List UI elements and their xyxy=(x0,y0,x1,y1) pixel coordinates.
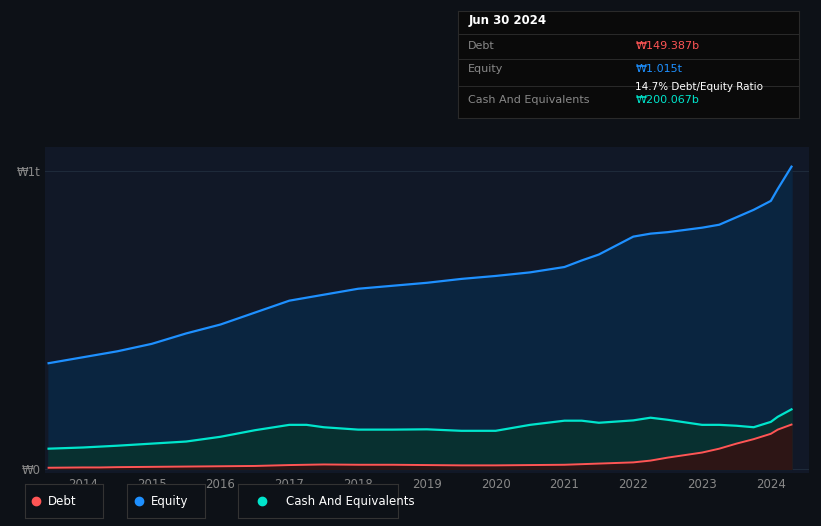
Text: Cash And Equivalents: Cash And Equivalents xyxy=(287,494,415,508)
Text: Cash And Equivalents: Cash And Equivalents xyxy=(468,95,589,105)
Text: Jun 30 2024: Jun 30 2024 xyxy=(468,14,547,27)
Text: Debt: Debt xyxy=(468,41,495,50)
Text: Equity: Equity xyxy=(468,64,504,75)
Text: Debt: Debt xyxy=(48,494,76,508)
Text: 14.7% Debt/Equity Ratio: 14.7% Debt/Equity Ratio xyxy=(635,82,764,92)
Text: ₩149.387b: ₩149.387b xyxy=(635,41,699,50)
Text: Equity: Equity xyxy=(151,494,188,508)
Text: ₩200.067b: ₩200.067b xyxy=(635,95,699,105)
Text: ₩1.015t: ₩1.015t xyxy=(635,64,682,75)
